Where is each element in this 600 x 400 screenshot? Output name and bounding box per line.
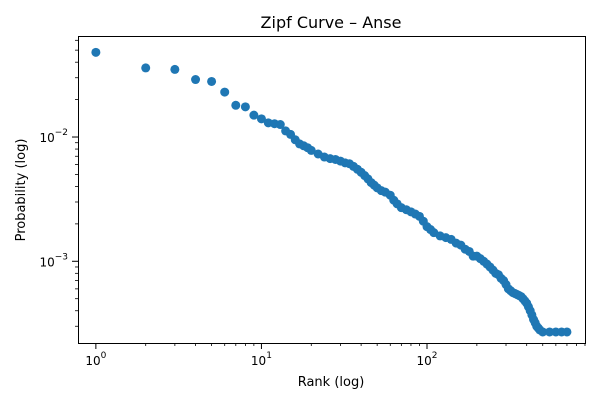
- data-point: [220, 87, 230, 97]
- data-point: [141, 63, 151, 73]
- data-point: [91, 47, 101, 57]
- chart-title: Zipf Curve – Anse: [261, 13, 402, 32]
- data-point: [249, 110, 259, 120]
- y-tick-label: 10−3: [39, 252, 68, 269]
- plot-area: [91, 47, 572, 337]
- plot-frame: [78, 36, 586, 344]
- data-point: [275, 120, 285, 130]
- data-point: [231, 100, 241, 110]
- x-tick-label: 102: [416, 351, 437, 368]
- x-axis-label: Rank (log): [298, 375, 365, 390]
- data-point: [256, 114, 266, 124]
- data-point: [545, 327, 555, 337]
- x-axis: 100 101 102: [85, 343, 586, 368]
- data-point: [538, 327, 548, 337]
- data-point: [562, 327, 572, 337]
- y-axis: 10−3 10−2: [39, 39, 78, 327]
- y-axis-label: Probability (log): [14, 139, 29, 242]
- data-point: [207, 76, 217, 86]
- data-point: [306, 145, 316, 155]
- data-point: [191, 75, 201, 85]
- data-point: [170, 64, 180, 74]
- data-point: [240, 102, 250, 112]
- y-tick-label: 10−2: [39, 128, 68, 145]
- x-tick-label: 101: [251, 351, 272, 368]
- x-tick-label: 100: [85, 351, 106, 368]
